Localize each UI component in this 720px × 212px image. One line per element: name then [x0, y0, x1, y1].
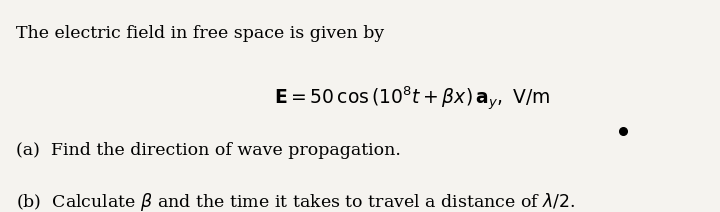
Text: $\mathbf{E} = 50\,\mathrm{cos}\,(10^8t + \beta x)\,\mathbf{a}_{y},\ \mathrm{V/m}: $\mathbf{E} = 50\,\mathrm{cos}\,(10^8t +…: [274, 85, 550, 113]
Text: (b)  Calculate $\beta$ and the time it takes to travel a distance of $\lambda/2$: (b) Calculate $\beta$ and the time it ta…: [16, 191, 575, 212]
Text: (a)  Find the direction of wave propagation.: (a) Find the direction of wave propagati…: [16, 142, 401, 159]
Text: The electric field in free space is given by: The electric field in free space is give…: [16, 25, 384, 42]
